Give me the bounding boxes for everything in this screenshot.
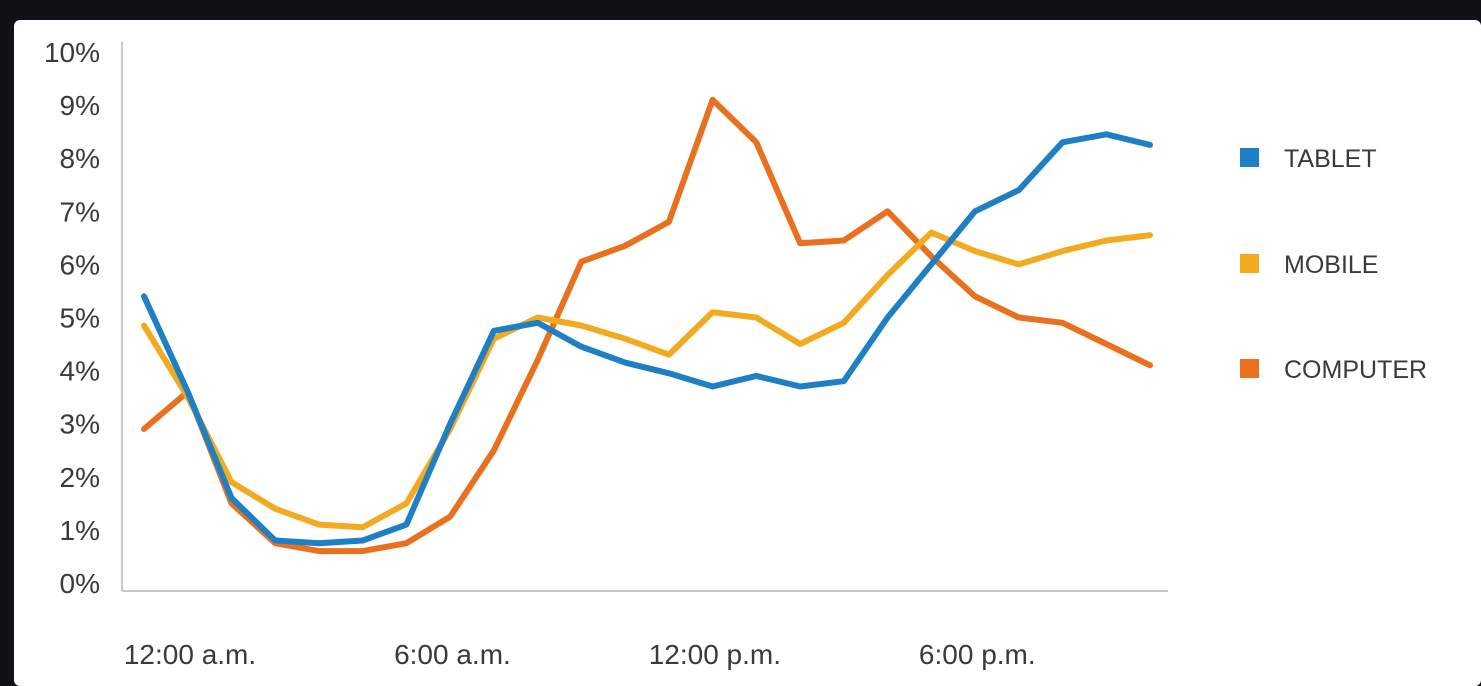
y-tick-label: 10% (44, 37, 100, 68)
y-tick-label: 1% (60, 515, 100, 546)
legend-item-mobile: MOBILE (1240, 251, 1378, 279)
legend-label: TABLET (1284, 145, 1377, 173)
series-line-tablet (141, 131, 1153, 547)
y-tick-label: 2% (60, 462, 100, 493)
legend-label: COMPUTER (1284, 356, 1427, 384)
series-line-mobile (141, 229, 1153, 531)
legend-item-computer: COMPUTER (1240, 356, 1427, 384)
legend-item-tablet: TABLET (1240, 145, 1377, 173)
legend-swatch (1240, 359, 1259, 378)
axes (121, 42, 1168, 592)
y-tick-label: 8% (60, 143, 100, 174)
x-tick-label: 12:00 a.m. (124, 639, 256, 670)
y-tick-label: 6% (60, 249, 100, 280)
chart-panel: 0% 1% 2% 3% 4% 5% 6% 7% 8% 9% 10% 12:00 a.m. 6:00 a… (14, 20, 1481, 686)
legend-label: MOBILE (1284, 251, 1378, 279)
y-axis-tick-labels: 0% 1% 2% 3% 4% 5% 6% 7% 8% 9% 10% (44, 37, 100, 599)
legend-swatch (1240, 254, 1259, 273)
y-tick-label: 5% (60, 303, 100, 334)
x-tick-label: 6:00 p.m. (919, 639, 1036, 670)
x-axis-tick-labels: 12:00 a.m. 6:00 a.m. 12:00 p.m. 6:00 p.m. (124, 639, 1036, 670)
y-tick-label: 0% (60, 568, 100, 599)
x-tick-label: 12:00 p.m. (649, 639, 781, 670)
y-tick-label: 7% (60, 196, 100, 227)
y-tick-label: 9% (60, 90, 100, 121)
y-tick-label: 4% (60, 356, 100, 387)
x-tick-label: 6:00 a.m. (394, 639, 511, 670)
y-tick-label: 3% (60, 409, 100, 440)
line-chart: 0% 1% 2% 3% 4% 5% 6% 7% 8% 9% 10% 12:00 a.m. 6:00 a… (44, 37, 1427, 670)
legend: TABLET MOBILE COMPUTER (1240, 145, 1427, 384)
legend-swatch (1240, 148, 1259, 167)
series-line-computer (141, 96, 1153, 555)
series-lines (141, 96, 1153, 555)
